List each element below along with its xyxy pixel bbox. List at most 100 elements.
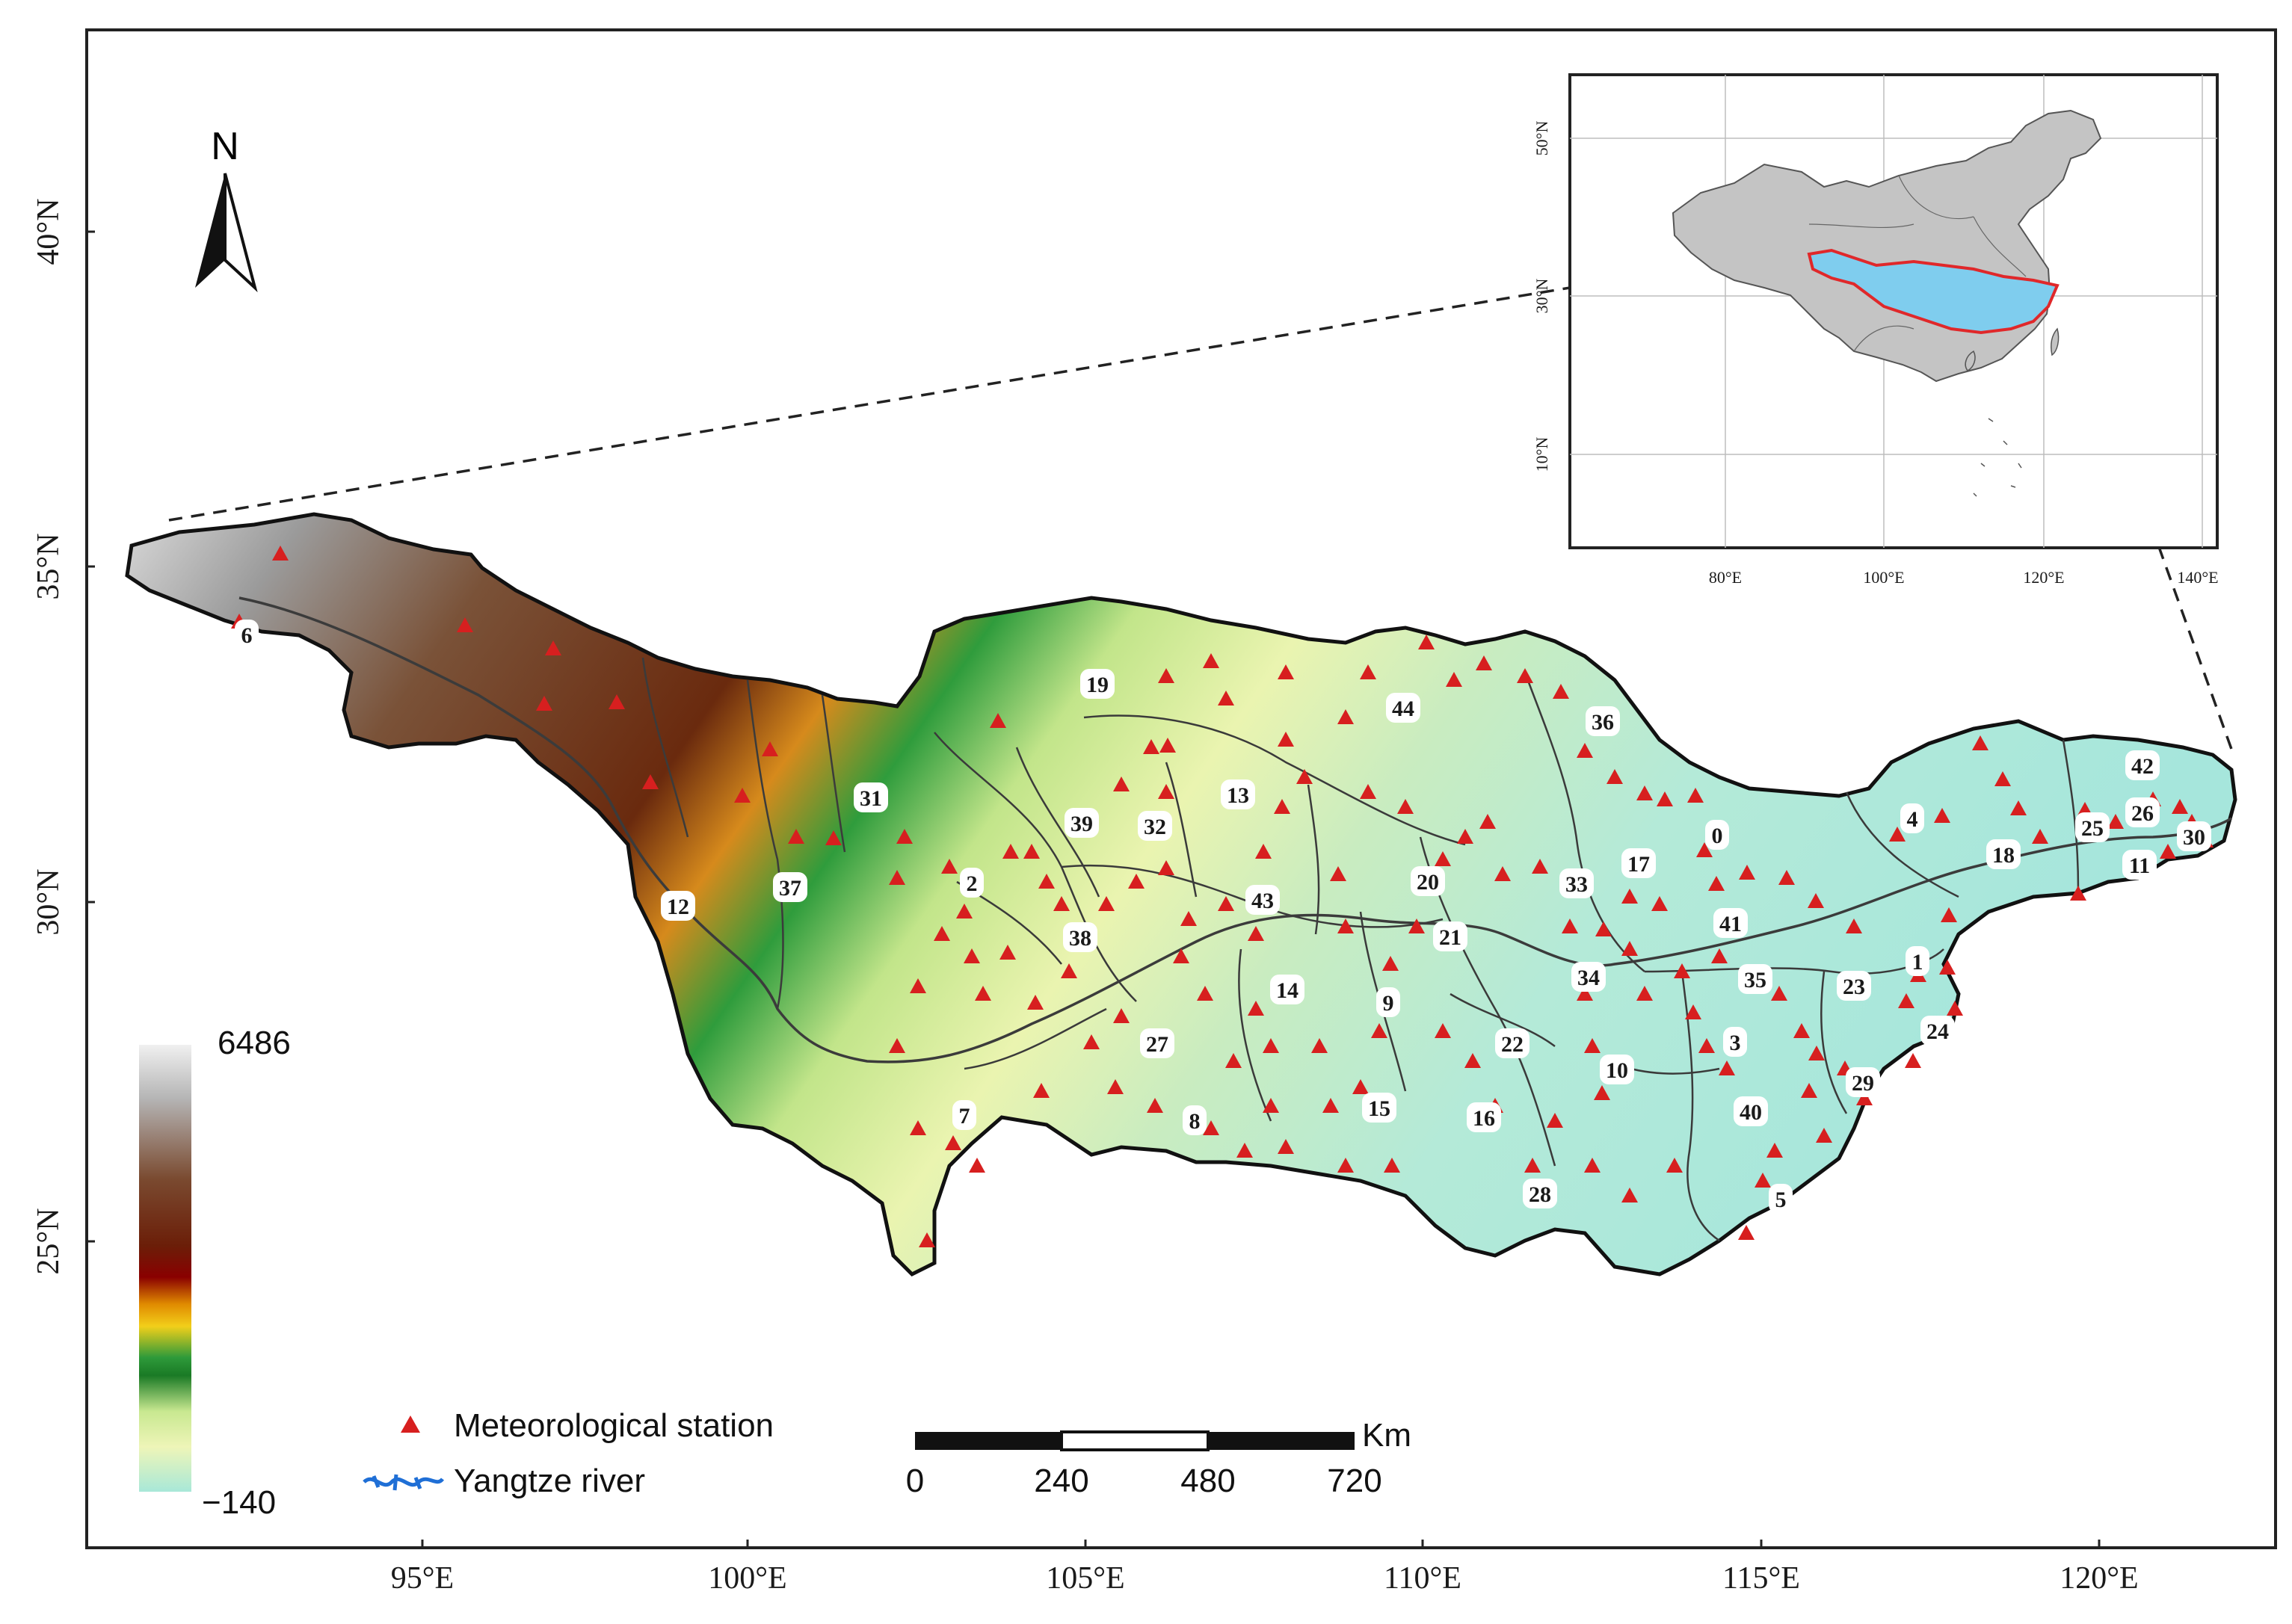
subbasin-label-bg	[1140, 1028, 1174, 1058]
station-marker	[1384, 1158, 1400, 1173]
station-marker	[1494, 866, 1511, 881]
station-marker	[1594, 1085, 1610, 1100]
subbasin-label: 23	[1837, 971, 1871, 1001]
subbasin-label-text: 31	[860, 786, 882, 811]
subbasin-label-text: 28	[1529, 1182, 1551, 1207]
x-tick-label: 110°E	[1384, 1561, 1461, 1596]
subbasin-label-bg	[1846, 1067, 1880, 1097]
station-marker	[1147, 1098, 1163, 1113]
scale-bar: Km 0 240 480 720	[906, 1417, 1411, 1499]
inset-x-ticks: 80°E 100°E 120°E 140°E	[1709, 568, 2219, 587]
station-marker	[1464, 1053, 1481, 1068]
subbasin-label: 33	[1559, 868, 1594, 898]
elevation-min-label: −140	[202, 1484, 276, 1521]
subbasin-label: 38	[1063, 922, 1097, 952]
subbasin-label: 21	[1433, 921, 1467, 951]
subbasin-label-text: 2	[967, 871, 978, 896]
station-marker	[1033, 1083, 1050, 1098]
station-marker	[825, 830, 842, 845]
station-marker	[1674, 963, 1690, 978]
station-marker	[1248, 1001, 1264, 1016]
subbasin-label-text: 10	[1606, 1058, 1628, 1083]
subbasin-label: 36	[1586, 706, 1620, 736]
station-marker	[2070, 886, 2086, 901]
subbasin-label-bg	[1586, 706, 1620, 736]
subbasin-label-bg	[2125, 797, 2160, 827]
subbasin-label-bg	[1376, 987, 1400, 1017]
station-marker	[1023, 844, 1040, 859]
subbasin-label-bg	[1723, 1027, 1747, 1057]
station-marker	[910, 1120, 926, 1135]
station-marker	[1337, 918, 1354, 933]
subbasin-label: 18	[1986, 839, 2021, 869]
station-marker	[1225, 1053, 1242, 1068]
y-tick-label: 25°N	[31, 1208, 66, 1274]
elevation-color-ramp	[139, 1045, 191, 1492]
station-marker	[1651, 896, 1668, 911]
inset-y-tick-label: 10°N	[1532, 437, 1551, 472]
station-marker	[1408, 918, 1425, 933]
subbasin-label-text: 3	[1730, 1031, 1741, 1055]
station-marker	[964, 948, 980, 963]
station-marker	[788, 829, 804, 844]
inset-y-tick-label: 50°N	[1532, 121, 1551, 156]
legend-river-icon	[363, 1474, 445, 1491]
station-marker	[1128, 874, 1145, 889]
subbasin-label: 43	[1245, 885, 1280, 915]
station-marker	[1577, 743, 1593, 758]
subbasin-label-bg	[1221, 779, 1255, 809]
subbasin-label-bg	[1734, 1096, 1768, 1126]
station-marker	[999, 945, 1016, 960]
station-marker	[1577, 986, 1593, 1001]
station-marker	[1517, 668, 1533, 683]
station-marker	[1547, 1113, 1563, 1128]
north-label: N	[211, 125, 239, 168]
subbasin-label: 0	[1705, 820, 1729, 850]
subbasin-label: 9	[1376, 987, 1400, 1017]
subbasin-label-bg	[1386, 693, 1420, 723]
subbasin-label-text: 37	[779, 876, 801, 901]
yangtze-river-mainstem	[238, 596, 2232, 1063]
station-marker	[1098, 896, 1115, 911]
subbasin-label-text: 23	[1843, 975, 1865, 999]
station-marker	[1371, 1023, 1387, 1038]
subbasin-label-bg	[1495, 1028, 1529, 1058]
station-marker	[1143, 739, 1159, 754]
subbasin-label-bg	[1738, 964, 1772, 994]
subbasin-label: 13	[1221, 779, 1255, 809]
station-marker	[1218, 691, 1234, 706]
station-marker	[2032, 829, 2048, 844]
station-marker	[1972, 735, 1988, 750]
subbasin-label: 31	[854, 782, 888, 812]
subbasin-label: 3	[1723, 1027, 1747, 1057]
subbasin-label: 17	[1621, 848, 1656, 878]
subbasin-label-bg	[1837, 971, 1871, 1001]
station-marker	[1158, 668, 1174, 683]
station-marker	[1532, 859, 1548, 874]
subbasin-label: 7	[952, 1100, 976, 1130]
river-tributary	[746, 679, 784, 1010]
scale-segment	[1208, 1432, 1355, 1450]
subbasin-label-bg	[1600, 1055, 1634, 1084]
station-marker	[975, 986, 991, 1001]
station-marker	[1263, 1098, 1279, 1113]
station-marker	[889, 1038, 905, 1053]
station-marker	[896, 829, 913, 844]
subbasin-label-bg	[1065, 808, 1099, 838]
station-marker	[1939, 960, 1956, 975]
subbasin-label-bg	[1906, 946, 1929, 976]
station-marker	[1621, 1188, 1638, 1202]
station-marker	[1476, 655, 1492, 670]
subbasin-label-text: 9	[1383, 991, 1394, 1016]
station-marker	[1278, 1139, 1294, 1154]
station-marker	[1435, 851, 1451, 866]
subbasin-label-text: 8	[1189, 1109, 1201, 1134]
station-marker	[1382, 956, 1399, 971]
elevation-max-label: 6486	[218, 1025, 291, 1061]
subbasin-label: 16	[1467, 1102, 1501, 1132]
station-marker	[1934, 808, 1950, 823]
subbasin-label-bg	[773, 872, 807, 902]
station-marker	[1061, 963, 1077, 978]
station-marker	[1296, 769, 1313, 784]
subbasin-label-bg	[2122, 850, 2157, 880]
